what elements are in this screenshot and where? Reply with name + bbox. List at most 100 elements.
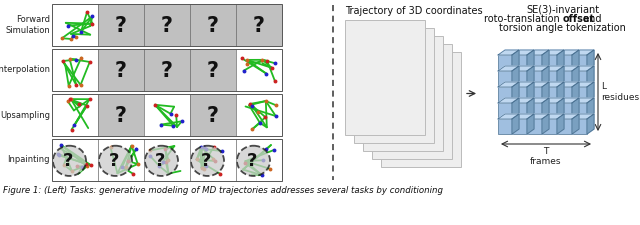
Ellipse shape <box>237 146 270 176</box>
Polygon shape <box>587 98 594 118</box>
Bar <box>52 139 282 181</box>
Bar <box>498 119 512 134</box>
Polygon shape <box>558 98 579 103</box>
Bar <box>543 55 557 70</box>
Text: ?: ? <box>156 152 166 170</box>
Bar <box>52 49 282 91</box>
Polygon shape <box>542 50 549 70</box>
Bar <box>513 55 527 70</box>
Bar <box>52 139 98 181</box>
Text: ?: ? <box>63 152 74 170</box>
Bar <box>498 103 512 118</box>
Polygon shape <box>543 114 564 119</box>
Polygon shape <box>542 66 549 86</box>
Bar <box>190 4 236 46</box>
Text: Trajectory of 3D coordinates: Trajectory of 3D coordinates <box>345 6 483 16</box>
Bar <box>345 20 425 135</box>
Polygon shape <box>543 82 564 87</box>
Polygon shape <box>557 66 564 86</box>
Polygon shape <box>528 98 549 103</box>
Bar <box>573 55 587 70</box>
Bar <box>52 49 98 91</box>
Bar <box>528 103 542 118</box>
Polygon shape <box>528 114 549 119</box>
Bar <box>98 49 144 91</box>
Polygon shape <box>528 50 549 55</box>
Text: ?: ? <box>207 106 219 126</box>
Polygon shape <box>512 114 519 134</box>
Text: torsion angle tokenization: torsion angle tokenization <box>499 23 626 33</box>
Polygon shape <box>512 66 519 86</box>
Polygon shape <box>572 114 579 134</box>
Text: ?: ? <box>202 152 212 170</box>
Bar <box>236 139 282 181</box>
Bar <box>543 87 557 102</box>
Polygon shape <box>498 66 519 71</box>
Bar <box>528 119 542 134</box>
Bar <box>52 4 282 46</box>
Polygon shape <box>573 82 594 87</box>
Polygon shape <box>498 82 519 87</box>
Polygon shape <box>513 82 534 87</box>
Bar <box>236 49 282 91</box>
Text: ?: ? <box>247 152 258 170</box>
Polygon shape <box>587 50 594 70</box>
Polygon shape <box>572 50 579 70</box>
Bar <box>144 139 190 181</box>
Bar <box>498 55 512 70</box>
Bar <box>573 119 587 134</box>
Polygon shape <box>527 66 534 86</box>
Bar <box>513 119 527 134</box>
Bar <box>381 52 461 167</box>
Text: ?: ? <box>115 61 127 81</box>
Polygon shape <box>573 98 594 103</box>
Text: Inpainting: Inpainting <box>8 155 50 164</box>
Polygon shape <box>543 66 564 71</box>
Polygon shape <box>587 66 594 86</box>
Polygon shape <box>557 50 564 70</box>
Bar <box>513 87 527 102</box>
Bar <box>498 71 512 86</box>
Bar <box>190 94 236 136</box>
Text: ?: ? <box>115 16 127 36</box>
Polygon shape <box>498 98 519 103</box>
Polygon shape <box>557 114 564 134</box>
Polygon shape <box>528 66 549 71</box>
Bar <box>98 94 144 136</box>
Bar <box>573 87 587 102</box>
Polygon shape <box>527 98 534 118</box>
Bar <box>354 28 434 143</box>
Polygon shape <box>513 50 534 55</box>
Bar <box>558 87 572 102</box>
Bar <box>543 103 557 118</box>
Bar <box>558 119 572 134</box>
Text: Upsampling: Upsampling <box>0 110 50 119</box>
Bar <box>513 71 527 86</box>
Bar <box>573 103 587 118</box>
Bar <box>543 119 557 134</box>
Ellipse shape <box>191 146 224 176</box>
Polygon shape <box>557 82 564 102</box>
Polygon shape <box>527 114 534 134</box>
Polygon shape <box>587 114 594 134</box>
Polygon shape <box>558 66 579 71</box>
Text: T
frames: T frames <box>531 147 562 166</box>
Text: ?: ? <box>207 16 219 36</box>
Bar <box>363 36 443 151</box>
Polygon shape <box>498 114 519 119</box>
Text: Interpolation: Interpolation <box>0 65 50 74</box>
Bar <box>558 103 572 118</box>
Polygon shape <box>512 98 519 118</box>
Bar <box>98 139 144 181</box>
Polygon shape <box>573 114 594 119</box>
Polygon shape <box>587 82 594 102</box>
Bar <box>513 103 527 118</box>
Bar <box>498 87 512 102</box>
Bar <box>52 4 98 46</box>
Bar <box>543 71 557 86</box>
Text: ?: ? <box>161 16 173 36</box>
Bar <box>558 71 572 86</box>
Polygon shape <box>543 98 564 103</box>
Polygon shape <box>572 82 579 102</box>
Polygon shape <box>528 82 549 87</box>
